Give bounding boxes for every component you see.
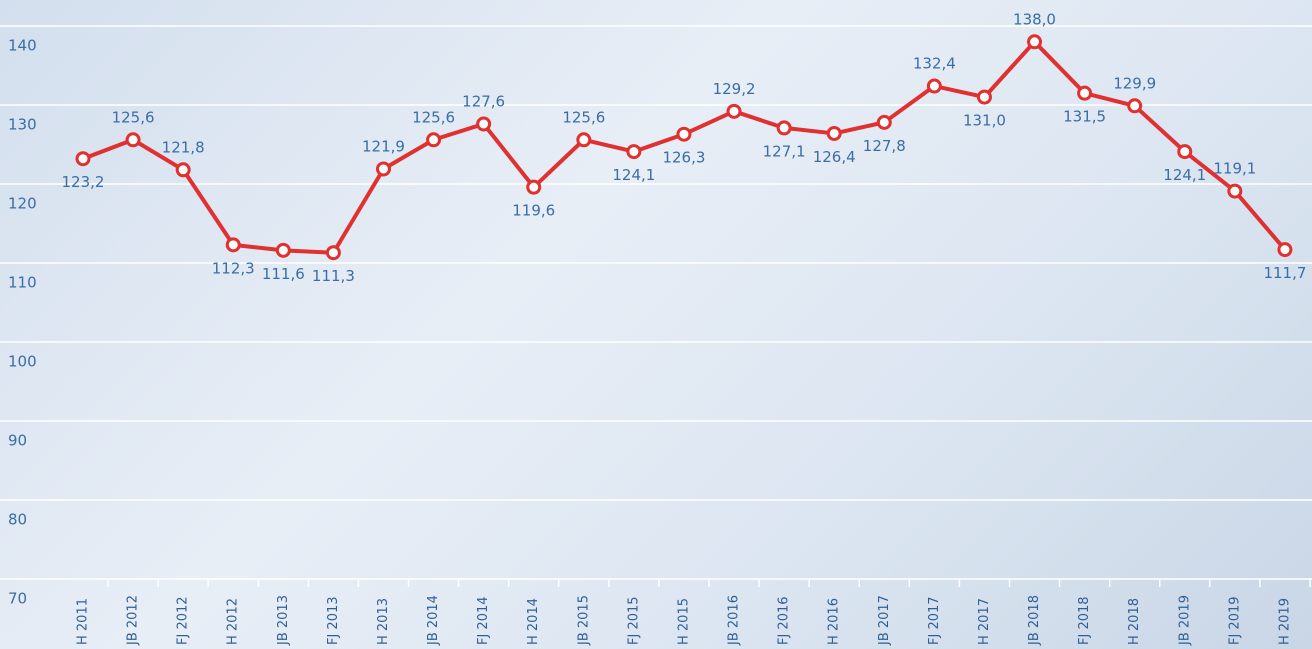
point [578, 134, 590, 146]
x-tick-label: JB 2012 [126, 595, 141, 646]
chart: 70 80 90 100 110 120 130 140 H 2011 JB 2012 FJ 201… [0, 0, 1312, 649]
point [1279, 244, 1291, 256]
x-tick-label: H 2016 [827, 598, 842, 645]
point [377, 163, 389, 175]
x-tick-label: JB 2018 [1027, 595, 1042, 646]
point [1179, 146, 1191, 158]
point [828, 127, 840, 139]
point [127, 134, 139, 146]
y-tick-label: 120 [8, 195, 37, 213]
point [77, 153, 89, 165]
point [778, 122, 790, 134]
point [428, 134, 440, 146]
point [678, 128, 690, 140]
value-label: 126,4 [813, 148, 856, 166]
value-label: 126,3 [662, 149, 705, 167]
point [1229, 185, 1241, 197]
x-tick-label: H 2019 [1277, 598, 1292, 645]
value-label: 119,1 [1213, 160, 1256, 178]
value-label: 124,1 [1163, 166, 1206, 184]
value-label: 119,6 [512, 202, 555, 220]
x-tick-label: H 2012 [226, 598, 241, 645]
point [227, 239, 239, 251]
y-tick-label: 140 [8, 37, 37, 55]
x-tick-label: JB 2017 [877, 595, 892, 646]
value-label: 112,3 [212, 259, 255, 277]
value-label: 129,9 [1113, 74, 1156, 92]
y-tick-label: 80 [8, 511, 27, 529]
x-tick-label: H 2017 [977, 598, 992, 645]
value-label: 121,8 [162, 138, 205, 156]
x-tick-label: FJ 2017 [927, 596, 942, 645]
x-tick-label: H 2011 [76, 598, 91, 645]
value-label: 132,4 [913, 55, 956, 73]
value-label: 125,6 [112, 108, 155, 126]
value-label: 111,3 [312, 267, 355, 285]
value-label: 127,6 [462, 92, 505, 110]
value-label: 127,1 [763, 142, 806, 160]
x-tick-label: FJ 2014 [476, 596, 491, 645]
x-tick-label: FJ 2015 [626, 596, 641, 645]
point [628, 146, 640, 158]
point [478, 118, 490, 130]
value-label: 121,9 [362, 137, 405, 155]
x-tick-label: JB 2014 [426, 595, 441, 646]
point [1129, 100, 1141, 112]
value-label: 125,6 [412, 108, 455, 126]
x-tick-label: JB 2013 [276, 595, 291, 646]
y-tick-label: 130 [8, 116, 37, 134]
x-tick-label: FJ 2013 [326, 596, 341, 645]
y-tick-label: 100 [8, 353, 37, 371]
value-label: 129,2 [713, 80, 756, 98]
y-tick-label: 110 [8, 274, 37, 292]
x-tick-label: H 2015 [676, 598, 691, 645]
value-label: 111,7 [1263, 264, 1306, 282]
point [1079, 87, 1091, 99]
point [528, 181, 540, 193]
x-tick-label: JB 2015 [576, 595, 591, 646]
x-tick-label: FJ 2012 [176, 596, 191, 645]
x-tick-label: H 2018 [1127, 598, 1142, 645]
point [1029, 36, 1041, 48]
point [177, 164, 189, 176]
value-label: 131,0 [963, 112, 1006, 130]
x-tick-label: H 2014 [526, 598, 541, 645]
value-label: 131,5 [1063, 108, 1106, 126]
line [83, 42, 1285, 253]
x-tick-label: FJ 2016 [777, 596, 792, 645]
y-tick-label: 70 [8, 590, 27, 608]
x-tick-label: FJ 2019 [1227, 596, 1242, 645]
value-label: 125,6 [562, 108, 605, 126]
point [327, 247, 339, 259]
point [878, 116, 890, 128]
y-tick-label: 90 [8, 432, 27, 450]
x-tick-label: JB 2019 [1177, 595, 1192, 646]
value-label: 124,1 [612, 166, 655, 184]
value-label: 111,6 [262, 265, 305, 283]
point [978, 91, 990, 103]
value-label: 138,0 [1013, 10, 1056, 28]
value-label: 127,8 [863, 137, 906, 155]
point [928, 80, 940, 92]
point [277, 244, 289, 256]
x-tick-label: H 2013 [376, 598, 391, 645]
point [728, 105, 740, 117]
x-tick-label: JB 2016 [727, 595, 742, 646]
value-label: 123,2 [62, 173, 105, 191]
x-tick-label: FJ 2018 [1077, 596, 1092, 645]
